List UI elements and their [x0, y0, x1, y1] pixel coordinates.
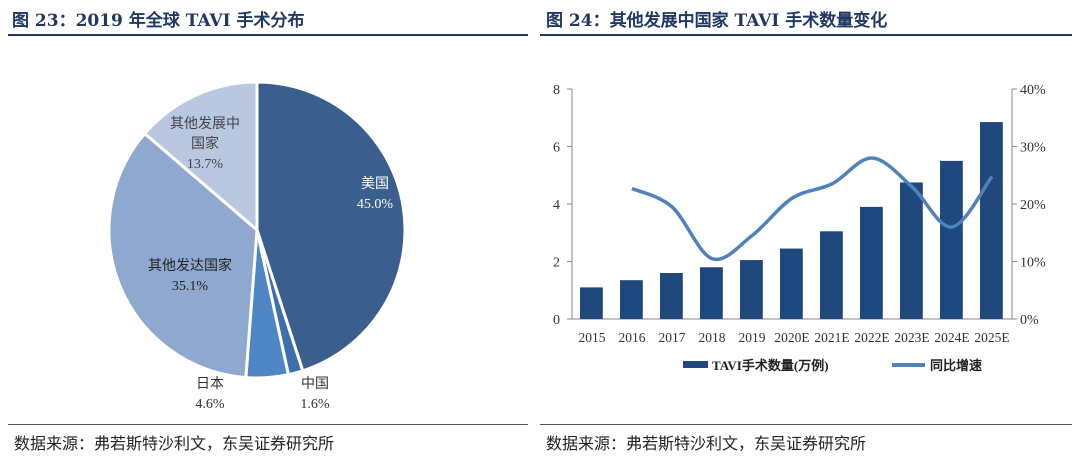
right-source-rule: [540, 424, 1072, 425]
slice-label: 其他发达国家: [148, 257, 232, 274]
x-tick-label: 2021E: [814, 330, 849, 345]
x-tick-label: 2015: [579, 330, 606, 345]
y-tick-label: 8: [553, 83, 560, 98]
pie-slice: [107, 131, 259, 380]
x-tick-label: 2016: [619, 330, 646, 345]
right-title-rule: [540, 34, 1072, 36]
combo-chart: 0 2 4 6 8 0% 10% 20% 30% 40% 2015 2016 2017 2018 2019 2…: [553, 83, 1046, 373]
x-tick-label: 2018: [699, 330, 726, 345]
x-tick-label: 2024E: [934, 330, 969, 345]
slice-label: 美国: [361, 176, 389, 192]
y2-tick-label: 40%: [1020, 83, 1046, 98]
left-title: 图 23：2019 年全球 TAVI 手术分布: [12, 11, 305, 31]
bar: [980, 122, 1003, 319]
slice-value: 4.6%: [195, 397, 225, 412]
pie-chart: 美国 45.0% 中国 1.6% 日本 4.6% 其他发达国家 35.1% 其他发展中国家 13.…: [107, 80, 407, 412]
pie-slice: [255, 80, 407, 373]
slice-value: 35.1%: [172, 279, 209, 294]
bar: [860, 206, 883, 319]
y2-tick-label: 0%: [1020, 313, 1039, 328]
y-tick-label: 6: [553, 141, 560, 156]
y-tick-label: 0: [553, 313, 560, 328]
bar: [820, 231, 843, 319]
left-source: 数据来源：弗若斯特沙利文，东吴证券研究所: [14, 434, 335, 453]
slice-value: 13.7%: [187, 157, 224, 172]
bar: [620, 280, 643, 319]
bar: [580, 287, 603, 319]
y2-tick-label: 20%: [1020, 198, 1046, 213]
y-tick-label: 4: [553, 198, 560, 213]
legend-bar-swatch: [683, 361, 708, 368]
bar: [740, 260, 763, 319]
left-title-rule: [8, 34, 528, 36]
y-tick-label: 2: [553, 256, 560, 271]
y2-tick-label: 10%: [1020, 256, 1046, 271]
slice-label: 中国: [301, 376, 329, 392]
growth-line: [631, 156, 994, 262]
legend-bar-label: TAVI手术数量(万例): [712, 358, 829, 373]
x-tick-label: 2022E: [854, 330, 889, 345]
slice-value: 45.0%: [357, 197, 394, 212]
slice-label: 国家: [191, 135, 219, 152]
bar: [700, 267, 723, 319]
legend-line-label: 同比增速: [930, 358, 982, 373]
right-title: 图 24：其他发展中国家 TAVI 手术数量变化: [546, 11, 888, 31]
slice-value: 1.6%: [300, 397, 330, 412]
bar: [900, 182, 923, 319]
x-tick-label: 2019: [739, 330, 766, 345]
slice-label: 日本: [196, 376, 224, 392]
slice-label: 其他发展中: [170, 116, 240, 132]
bar: [660, 273, 683, 319]
x-tick-label: 2025E: [974, 330, 1009, 345]
y2-tick-label: 30%: [1020, 141, 1046, 156]
right-source: 数据来源：弗若斯特沙利文，东吴证券研究所: [546, 434, 867, 453]
bar: [780, 248, 803, 319]
left-source-rule: [8, 424, 528, 425]
bar: [940, 160, 963, 319]
x-tick-label: 2017: [659, 330, 686, 345]
pie-slice: [142, 80, 259, 234]
x-tick-label: 2020E: [774, 330, 809, 345]
x-tick-label: 2023E: [894, 330, 929, 345]
